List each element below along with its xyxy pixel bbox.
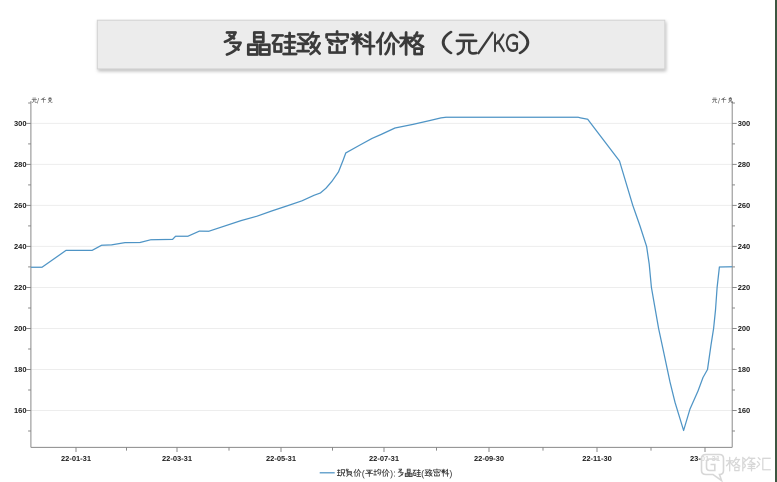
svg-text:160: 160 <box>14 406 27 415</box>
svg-text:240: 240 <box>738 242 751 251</box>
svg-text:260: 260 <box>14 201 27 210</box>
svg-text:/: / <box>718 99 720 106</box>
svg-text:22-11-30: 22-11-30 <box>582 454 612 463</box>
svg-text:220: 220 <box>14 283 27 292</box>
svg-text:22-03-31: 22-03-31 <box>162 454 192 463</box>
svg-text:): ) <box>390 468 393 478</box>
svg-text:/: / <box>37 99 39 106</box>
svg-text:(: ( <box>421 468 424 478</box>
svg-text:180: 180 <box>14 365 27 374</box>
svg-text:): ) <box>449 468 452 478</box>
svg-text:22-01-31: 22-01-31 <box>61 454 91 463</box>
svg-text:300: 300 <box>14 119 27 128</box>
svg-text:280: 280 <box>14 160 27 169</box>
svg-text:200: 200 <box>14 324 27 333</box>
svg-text::: : <box>393 468 396 478</box>
svg-text:160: 160 <box>738 406 751 415</box>
svg-text:22-09-30: 22-09-30 <box>474 454 504 463</box>
svg-text:180: 180 <box>738 365 751 374</box>
svg-text:260: 260 <box>738 201 751 210</box>
svg-text:22-05-31: 22-05-31 <box>266 454 296 463</box>
svg-text:22-07-31: 22-07-31 <box>369 454 399 463</box>
svg-text:300: 300 <box>738 119 751 128</box>
svg-text:240: 240 <box>14 242 27 251</box>
svg-text:200: 200 <box>738 324 751 333</box>
svg-text:220: 220 <box>738 283 751 292</box>
svg-text:(: ( <box>362 468 365 478</box>
svg-text:280: 280 <box>738 160 751 169</box>
